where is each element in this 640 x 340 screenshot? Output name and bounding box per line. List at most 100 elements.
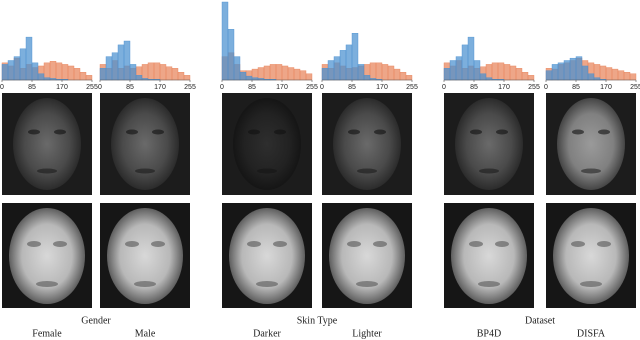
histogram-bar (569, 57, 577, 81)
face-eye (496, 129, 508, 135)
column-label: Female (32, 328, 62, 339)
histogram-bar (617, 70, 625, 81)
face-eye (53, 241, 67, 247)
face-mouth (479, 168, 499, 174)
histogram-bar (521, 71, 529, 81)
face-mouth (356, 281, 378, 287)
face-eye (469, 241, 483, 247)
x-tick-label: 0 (544, 84, 548, 91)
face-image (451, 208, 527, 304)
histogram-bar (503, 64, 511, 81)
histogram-bar (159, 64, 167, 81)
histogram-bar (461, 44, 469, 81)
histogram-bar (129, 64, 137, 81)
face-mouth (581, 168, 601, 174)
histogram-bar (333, 56, 341, 81)
face-image (553, 208, 629, 304)
face-eye (248, 129, 260, 135)
x-tick-label: 85 (348, 84, 356, 91)
x-tick-label: 0 (320, 84, 324, 91)
x-tick-label: 85 (470, 84, 478, 91)
histogram-bar (141, 64, 149, 81)
face-eye (126, 129, 138, 135)
histogram-bar (99, 68, 107, 81)
face-mouth (357, 168, 377, 174)
face-mouth (478, 281, 500, 287)
histogram-bar (275, 64, 283, 81)
face-eye (125, 241, 139, 247)
histogram-bar (25, 36, 33, 81)
group-label: Gender (81, 315, 111, 326)
x-tick-label: 85 (572, 84, 580, 91)
x-tick-label: 170 (600, 84, 612, 91)
face-eye (152, 129, 164, 135)
histogram-bar (449, 60, 457, 81)
histogram-bar (581, 65, 589, 81)
face-image (333, 98, 401, 190)
histogram-bar (263, 65, 271, 81)
face-image (233, 98, 301, 190)
histogram-bar (31, 62, 39, 81)
face-mouth (134, 281, 156, 287)
histogram-bar (605, 67, 613, 81)
face-image (111, 98, 179, 190)
histogram-bar (515, 68, 523, 81)
histogram-bar (629, 73, 637, 81)
histogram-bar (381, 64, 389, 81)
face-eye (348, 129, 360, 135)
histogram-bar (153, 62, 161, 81)
histogram-bar (357, 64, 365, 81)
histogram-bar (239, 71, 247, 81)
column-label: Male (135, 328, 156, 339)
histogram-bar (369, 62, 377, 81)
face-eye (571, 241, 585, 247)
face-eye (470, 129, 482, 135)
histogram-bar (49, 61, 57, 81)
histogram-bar (135, 75, 143, 81)
histogram-bar (509, 65, 517, 81)
histogram-bar (233, 56, 241, 81)
x-tick-label: 255 (306, 84, 318, 91)
histogram-bar (251, 77, 259, 81)
face-image (455, 98, 523, 190)
x-tick-label: 170 (154, 84, 166, 91)
face-image (557, 98, 625, 190)
x-tick-label: 255 (86, 84, 98, 91)
histogram-bar (37, 73, 45, 81)
x-tick-label: 0 (220, 84, 224, 91)
histogram-bar (111, 52, 119, 81)
face-eye (274, 129, 286, 135)
histogram-bar (473, 60, 481, 81)
x-tick-label: 170 (56, 84, 68, 91)
x-tick-label: 255 (528, 84, 540, 91)
face-eye (572, 129, 584, 135)
x-tick-label: 255 (184, 84, 196, 91)
histogram-bar (593, 77, 601, 81)
x-tick-label: 170 (376, 84, 388, 91)
face-mouth (36, 281, 58, 287)
histogram-bar (43, 77, 51, 81)
histogram-bar (165, 66, 173, 81)
histogram-bar (563, 60, 571, 81)
histogram-bar (147, 62, 155, 81)
histogram-bar (339, 50, 347, 81)
histogram-bar (375, 62, 383, 81)
histogram-bar (327, 60, 335, 81)
histogram-bar (43, 62, 51, 81)
histogram-bar (305, 73, 313, 81)
x-tick-label: 85 (126, 84, 134, 91)
histogram-bar (363, 75, 371, 81)
face-eye (597, 241, 611, 247)
histogram-bar (73, 68, 81, 81)
x-tick-label: 85 (248, 84, 256, 91)
histogram-bar (299, 70, 307, 81)
histogram-bar (269, 64, 277, 81)
histogram-bar (281, 65, 289, 81)
histogram-bar (551, 64, 559, 81)
histogram-bar (221, 1, 229, 81)
x-tick-label: 0 (98, 84, 102, 91)
histogram-bar (387, 65, 395, 81)
x-tick-label: 0 (442, 84, 446, 91)
histogram-bar (455, 56, 463, 81)
